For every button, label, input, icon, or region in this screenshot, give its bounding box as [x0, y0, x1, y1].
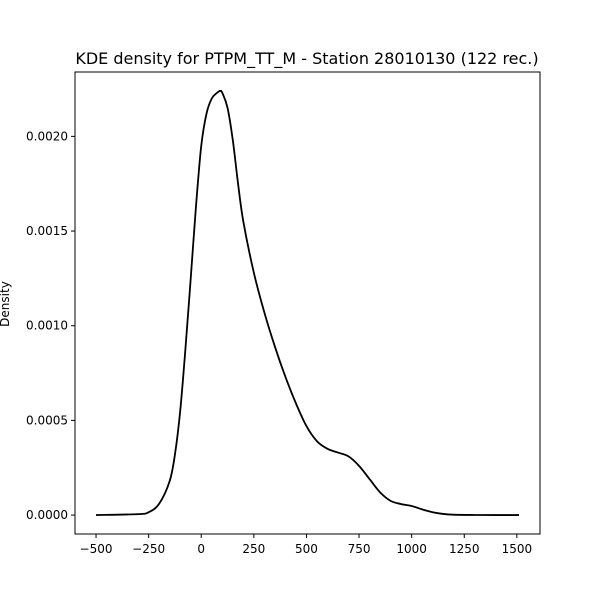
x-tick-label: 500	[295, 542, 318, 556]
plot-frame	[74, 71, 541, 535]
y-tick-label: 0.0015	[26, 224, 68, 238]
x-tick-label: 1250	[449, 542, 480, 556]
x-tick-label: −500	[80, 542, 113, 556]
density-curve-0	[96, 89, 519, 516]
y-axis: 0.0000 0.0005 0.0010 0.0015 0.0020	[26, 129, 75, 522]
x-tick-label: 0	[197, 542, 205, 556]
x-tick-label: 750	[348, 542, 371, 556]
y-tick-label: 0.0010	[26, 319, 68, 333]
y-tick-label: 0.0005	[26, 413, 68, 427]
plot-area	[96, 89, 519, 516]
x-tick-label: 250	[242, 542, 265, 556]
x-axis: −500 −250 0 250 500 750 1000 1250 1500	[80, 534, 533, 556]
chart-title: KDE density for PTPM_TT_M - Station 2801…	[75, 49, 538, 69]
x-tick-label: −250	[132, 542, 165, 556]
x-tick-label: 1500	[502, 542, 533, 556]
y-axis-label: Density	[0, 281, 12, 327]
y-tick-label: 0.0020	[26, 129, 68, 143]
x-tick-label: 1000	[396, 542, 427, 556]
y-tick-label: 0.0000	[26, 508, 68, 522]
